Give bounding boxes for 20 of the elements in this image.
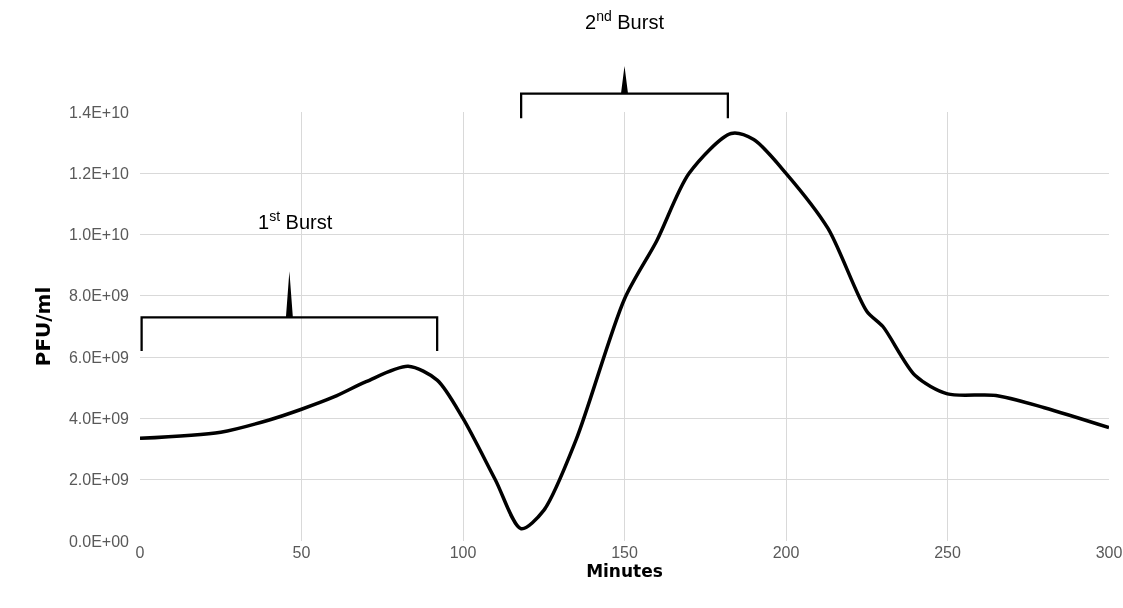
- x-tick-label: 100: [449, 544, 477, 561]
- y-tick-label: 1.2E+10: [68, 164, 130, 182]
- y-tick-label: 6.0E+09: [68, 348, 130, 366]
- y-tick-label: 0.0E+00: [68, 532, 130, 550]
- y-tick-label: 2.0E+09: [68, 471, 130, 489]
- y-tick-label: 1.4E+10: [68, 103, 130, 121]
- y-tick-label: 8.0E+09: [68, 287, 130, 305]
- x-axis-title: Minutes: [586, 561, 663, 581]
- annotation: 1$^{st}$ Burst: [258, 208, 333, 234]
- x-tick-label: 50: [292, 544, 311, 561]
- line-series: [140, 131, 1109, 531]
- y-axis-title: PFU/ml: [31, 286, 56, 367]
- x-tick-label: 150: [611, 544, 638, 561]
- y-tick-label: 1.0E+10: [68, 226, 130, 244]
- x-tick-label: 300: [1095, 544, 1123, 561]
- text: 2$^{nd}$ Burst: [585, 8, 665, 34]
- x-tick-label: 250: [934, 544, 961, 561]
- x-tick-label: 200: [772, 544, 800, 561]
- y-tick-label: 4.0E+09: [68, 410, 130, 428]
- x-tick-label: 0: [135, 544, 145, 561]
